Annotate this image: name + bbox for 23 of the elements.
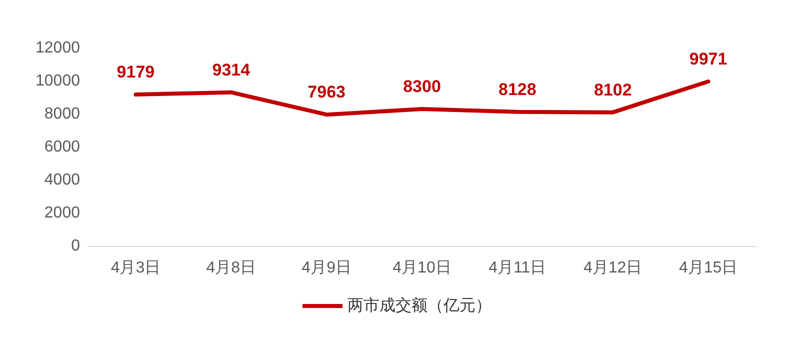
x-tick-label: 4月8日 (206, 260, 256, 276)
x-tick-label: 4月12日 (584, 260, 642, 276)
y-tick-label: 8000 (44, 106, 80, 122)
x-tick-label: 4月3日 (110, 260, 161, 276)
legend-label: 两市成交额（亿元） (348, 296, 492, 314)
data-label: 9971 (689, 49, 728, 68)
data-label: 8300 (403, 77, 441, 96)
y-tick-label: 2000 (44, 204, 80, 222)
y-tick-label: 10000 (36, 72, 80, 90)
x-tick-label: 4月10日 (392, 260, 452, 276)
x-tick-label: 4月11日 (488, 260, 546, 276)
y-tick-label: 12000 (36, 40, 80, 56)
y-tick-label: 4000 (44, 172, 80, 188)
y-tick-label: 0 (71, 238, 80, 254)
data-label: 8102 (594, 80, 632, 100)
data-label: 9314 (212, 60, 251, 80)
line-series (134, 79, 710, 117)
data-label: 7963 (308, 82, 346, 102)
x-tick-label: 4月15日 (678, 260, 738, 276)
data-label: 9179 (116, 62, 155, 82)
y-tick-label: 6000 (44, 138, 80, 156)
x-tick-label: 4月9日 (302, 260, 352, 276)
data-label: 8128 (498, 80, 536, 99)
